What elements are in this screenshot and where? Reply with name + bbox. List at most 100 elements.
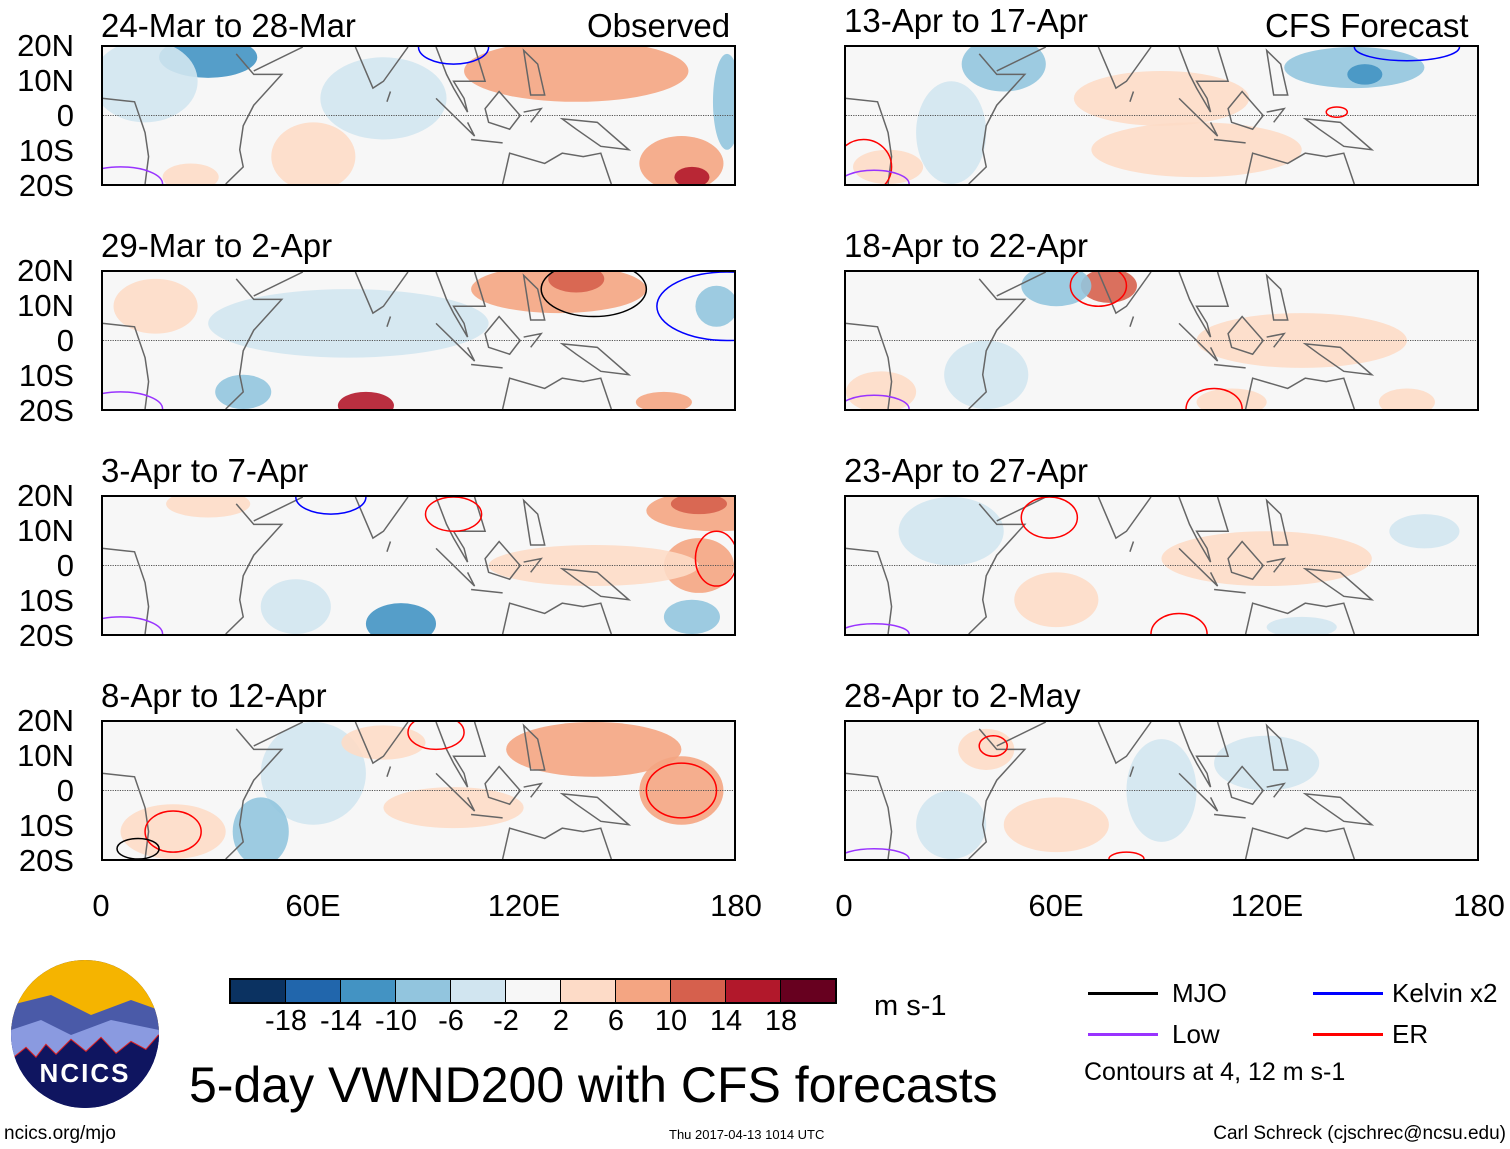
lat-label: 20N <box>17 28 74 63</box>
lat-label: 0 <box>56 548 74 583</box>
anomaly-region <box>1161 531 1372 587</box>
map-field <box>103 47 734 184</box>
contour-line <box>657 272 734 341</box>
anomaly-region <box>260 722 366 825</box>
coastline <box>103 497 629 634</box>
contour-line <box>1151 613 1207 634</box>
map-panel-forecast-4 <box>844 720 1479 861</box>
lat-label: 10N <box>17 513 74 548</box>
lat-label: 10S <box>18 133 74 168</box>
colorbar-swatch <box>561 980 616 1002</box>
legend-line-kelvin <box>1313 992 1383 995</box>
contour-line <box>1109 852 1144 859</box>
anomaly-region <box>1021 272 1092 307</box>
anomaly-region <box>341 725 426 760</box>
map-panel-observed-3 <box>101 495 736 636</box>
anomaly-region <box>695 285 734 327</box>
anomaly-region <box>1389 514 1460 549</box>
panel-title: 29-Mar to 2-Apr <box>101 227 333 264</box>
map-field <box>103 497 734 634</box>
panel-title: 23-Apr to 27-Apr <box>844 452 1088 489</box>
legend-label: ER <box>1392 1019 1429 1049</box>
lon-label: 180 <box>710 888 762 923</box>
contour-line <box>846 395 909 409</box>
coastline <box>103 722 629 859</box>
anomaly-region <box>1214 735 1320 791</box>
url-link[interactable]: ncics.org/mjo <box>4 1123 116 1144</box>
anomaly-region <box>1347 64 1383 85</box>
lon-label: 0 <box>835 888 853 923</box>
lon-label: 120E <box>487 888 561 923</box>
colorbar-label: 10 <box>654 1005 688 1037</box>
anomaly-region <box>166 497 251 518</box>
anomaly-region <box>1196 313 1407 368</box>
contour-line <box>695 531 734 586</box>
anomaly-region <box>506 722 682 777</box>
lat-label: 20N <box>17 478 74 513</box>
map-field <box>846 722 1477 859</box>
colorbar-swatch <box>286 980 341 1002</box>
coastline <box>846 497 1372 634</box>
anomaly-region <box>1378 388 1435 409</box>
lat-label: 20S <box>18 393 74 428</box>
contour-line <box>1354 47 1459 61</box>
colorbar-swatch <box>671 980 726 1002</box>
contour-line <box>1021 497 1077 538</box>
lat-label: 10S <box>18 583 74 618</box>
lat-label: 10S <box>18 358 74 393</box>
anomaly-region <box>898 497 1004 566</box>
logo-text: NCICS <box>40 1058 131 1088</box>
anomaly-region <box>337 391 394 409</box>
anomaly-region <box>232 797 289 859</box>
contour-line <box>117 838 159 859</box>
anomaly-region <box>1196 388 1267 409</box>
lat-label: 20N <box>17 703 74 738</box>
colorbar-label: 6 <box>607 1005 625 1037</box>
anomaly-region <box>271 122 356 184</box>
anomaly-region <box>944 340 1029 409</box>
lat-label: 0 <box>56 98 74 133</box>
coastline <box>103 47 629 184</box>
map-panel-forecast-2 <box>844 270 1479 411</box>
ncics-logo: NCICS <box>11 960 159 1108</box>
colorbar-label: 14 <box>709 1005 743 1037</box>
map-field <box>846 272 1477 409</box>
colorbar-label: -10 <box>375 1005 417 1037</box>
lon-label: 180 <box>1453 888 1505 923</box>
panel-title: 18-Apr to 22-Apr <box>844 227 1088 264</box>
panel-title: 8-Apr to 12-Apr <box>101 677 327 714</box>
legend-line-low <box>1088 1033 1158 1036</box>
map-field <box>846 47 1477 184</box>
contour-line <box>419 47 489 64</box>
map-field <box>103 722 734 859</box>
contour-line <box>103 392 163 409</box>
anomaly-region <box>916 790 987 859</box>
lat-label: 10N <box>17 63 74 98</box>
lat-label: 10N <box>17 738 74 773</box>
colorbar-swatch <box>726 980 781 1002</box>
lat-label: 20N <box>17 253 74 288</box>
legend-label: Low <box>1172 1019 1220 1049</box>
anomaly-region <box>916 81 987 184</box>
anomaly-region <box>1266 616 1337 634</box>
anomaly-region <box>1073 70 1250 126</box>
contour-line <box>846 624 909 634</box>
map-field <box>846 497 1477 634</box>
lat-label: 0 <box>56 323 74 358</box>
credit: Carl Schreck (cjschrec@ncsu.edu) <box>1213 1123 1506 1144</box>
colorbar-swatch <box>616 980 671 1002</box>
anomaly-region <box>1091 122 1302 178</box>
colorbar-label: -6 <box>438 1005 464 1037</box>
forecast-label: CFS Forecast <box>1265 7 1469 44</box>
contour-line <box>646 763 716 818</box>
lat-label: 20S <box>18 843 74 878</box>
map-panel-forecast-1 <box>844 45 1479 186</box>
lat-label: 20S <box>18 618 74 653</box>
legend-line-mjo <box>1088 992 1158 995</box>
contour-line <box>979 736 1007 757</box>
panel-title: 28-Apr to 2-May <box>844 677 1081 714</box>
contour-line <box>1326 107 1347 117</box>
lon-label: 60E <box>285 888 341 923</box>
lon-label: 60E <box>1028 888 1084 923</box>
panel-title: 3-Apr to 7-Apr <box>101 452 309 489</box>
